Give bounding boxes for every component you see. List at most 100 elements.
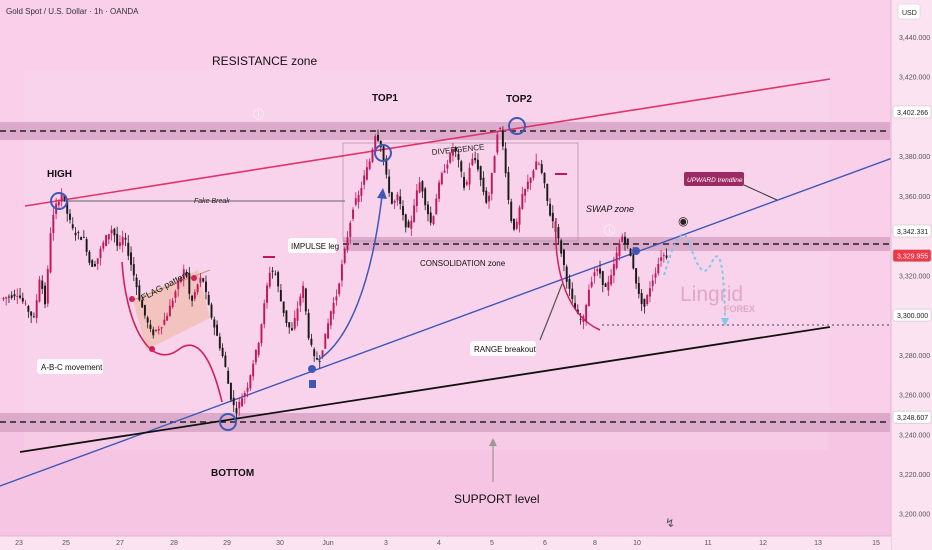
candle-body	[585, 304, 588, 322]
x-tick-label: 27	[116, 540, 124, 547]
candle-body	[385, 158, 388, 175]
candle-body	[562, 249, 565, 266]
candle-body	[518, 207, 521, 225]
candle-body	[32, 316, 35, 318]
upward-trendline-label: UPWARD trendline	[687, 177, 743, 184]
top1-label: TOP1	[372, 93, 398, 104]
candle-body	[19, 295, 22, 298]
candle-body	[80, 237, 83, 240]
candle-body	[266, 285, 268, 303]
candle-body	[635, 268, 638, 284]
candle-body	[21, 297, 24, 302]
candle-body	[135, 277, 138, 288]
watermark-lingrid: Lingrid	[680, 283, 743, 306]
candle-body	[10, 295, 13, 298]
candle-body	[185, 272, 188, 277]
candle-body	[310, 338, 313, 345]
high-label: HIGH	[47, 169, 72, 180]
candle-body	[435, 198, 438, 215]
candle-body	[365, 167, 368, 180]
impulse-arrow-head	[377, 188, 387, 199]
flag-pattern-top	[132, 269, 211, 301]
candle-body	[521, 194, 524, 209]
candle-body	[199, 277, 202, 283]
candle-body	[399, 196, 402, 204]
candle-body	[640, 292, 643, 304]
candle-body	[63, 194, 66, 199]
candle-body	[402, 206, 404, 216]
candle-body	[27, 306, 30, 312]
candle-body	[302, 285, 305, 298]
candle-body	[327, 323, 330, 339]
candle-body	[382, 146, 385, 161]
swap-curve-arrow	[554, 217, 601, 331]
candle-body	[329, 311, 332, 326]
candle-body	[271, 270, 274, 272]
candle-body	[202, 278, 205, 282]
candle-body	[537, 163, 540, 165]
candle-body	[218, 336, 221, 349]
candle-body	[651, 280, 654, 287]
candle-body	[463, 176, 466, 188]
y-tick-label: 3,220.000	[899, 472, 930, 479]
y-tick-label: 3,420.000	[899, 75, 930, 82]
candle-body	[30, 311, 33, 316]
projection-arrow-head	[721, 318, 729, 326]
high-marker	[50, 192, 68, 210]
candle-body	[146, 317, 149, 323]
bar-pattern-marker	[309, 380, 316, 388]
candle-body	[229, 382, 232, 400]
candle-body	[241, 398, 244, 407]
y-tick-label: 3,200.000	[899, 512, 930, 519]
candle-body	[71, 224, 74, 229]
candle-body	[593, 272, 596, 277]
candle-body	[249, 375, 252, 389]
price-label-text: 3,248.607	[897, 415, 928, 422]
candle-body	[357, 195, 360, 203]
candle-body	[254, 349, 257, 363]
candle-body	[354, 198, 357, 205]
candle-body	[60, 193, 63, 201]
bottom-marker	[219, 413, 237, 431]
candle-body	[574, 303, 577, 310]
candle-body	[116, 233, 119, 246]
candle-body	[513, 218, 515, 230]
candle-body	[77, 232, 80, 234]
candle-body	[612, 264, 615, 276]
candle-body	[629, 248, 632, 256]
candle-body	[493, 156, 496, 173]
candle-body	[482, 177, 485, 193]
candle-body	[665, 255, 668, 258]
candle-body	[410, 220, 413, 229]
candles-group	[2, 126, 668, 422]
price-labels: 3,402.266 3,342.331 3,329.955 3,300.000 3,24…	[892, 105, 932, 424]
candle-body	[52, 214, 55, 234]
candle-body	[196, 284, 199, 293]
support-trendline	[19, 326, 831, 453]
candle-body	[24, 303, 27, 305]
candle-body	[152, 329, 155, 336]
candle-body	[551, 212, 554, 222]
candle-body	[118, 242, 121, 246]
candle-body	[446, 164, 449, 169]
x-tick-label: 23	[15, 540, 23, 547]
top2-label: TOP2	[506, 94, 532, 105]
chart-header-title: Gold Spot / U.S. Dollar · 1h · OANDA	[6, 7, 139, 16]
candle-body	[232, 397, 235, 406]
candle-body	[13, 294, 16, 297]
candle-body	[490, 172, 493, 194]
candle-body	[418, 182, 421, 193]
candle-body	[415, 190, 418, 206]
candle-body	[479, 166, 482, 181]
candle-body	[346, 237, 349, 250]
candle-body	[324, 333, 327, 349]
x-tick-label: 5	[490, 540, 494, 547]
candle-body	[182, 269, 185, 279]
candle-body	[396, 194, 399, 201]
price-axis	[891, 0, 932, 550]
candle-body	[590, 281, 593, 287]
candle-body	[7, 296, 10, 298]
candle-body	[180, 277, 182, 282]
candle-body	[132, 264, 135, 276]
candle-body	[74, 232, 77, 236]
